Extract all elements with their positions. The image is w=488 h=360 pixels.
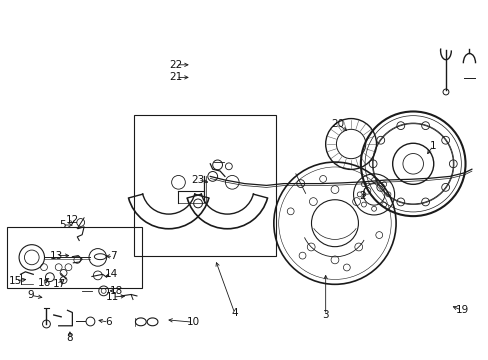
Text: 18: 18 [109,286,123,296]
Text: 20: 20 [330,119,343,129]
Text: 14: 14 [104,269,118,279]
Text: 15: 15 [9,276,22,286]
Text: 5: 5 [59,220,66,230]
Text: 11: 11 [105,292,119,302]
Text: 23: 23 [191,175,204,185]
Text: 19: 19 [454,305,468,315]
Text: 16: 16 [37,278,51,288]
Text: 2: 2 [359,191,366,201]
Text: 7: 7 [110,251,117,261]
Bar [134,115,276,256]
Bar [7,227,142,288]
Text: 22: 22 [169,60,183,70]
Text: 3: 3 [322,310,328,320]
Text: 21: 21 [169,72,183,82]
Text: 8: 8 [66,333,73,343]
Text: 6: 6 [105,317,112,327]
Text: 1: 1 [429,141,436,151]
Text: 17: 17 [53,279,66,289]
Text: 4: 4 [231,308,238,318]
Text: 13: 13 [49,251,63,261]
Text: 12: 12 [65,215,79,225]
Text: 10: 10 [186,317,199,327]
Text: 9: 9 [27,290,34,300]
